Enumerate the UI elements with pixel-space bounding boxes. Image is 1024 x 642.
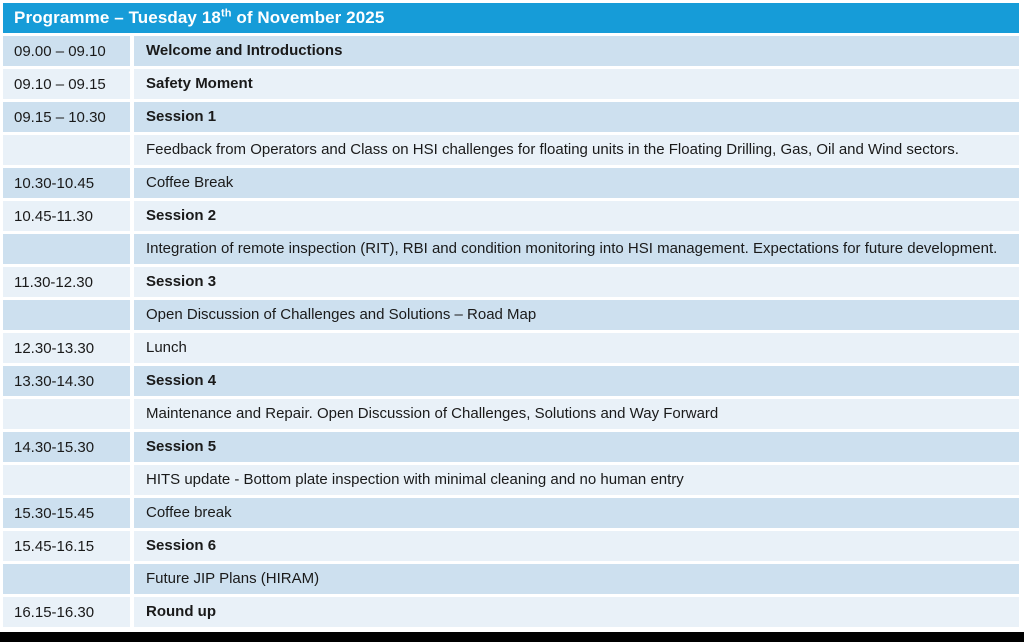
time-cell: 09.10 – 09.15 <box>3 69 130 99</box>
table-header: Programme – Tuesday 18th of November 202… <box>3 3 1019 33</box>
time-cell: 10.30-10.45 <box>3 168 130 198</box>
time-cell: 15.45-16.15 <box>3 531 130 561</box>
description-cell: Feedback from Operators and Class on HSI… <box>134 135 1019 165</box>
description-cell: Welcome and Introductions <box>134 36 1019 66</box>
time-cell: 09.00 – 09.10 <box>3 36 130 66</box>
description-cell: Session 2 <box>134 201 1019 231</box>
description-cell: Safety Moment <box>134 69 1019 99</box>
table-row: 09.00 – 09.10 Welcome and Introductions <box>3 36 1019 66</box>
description-cell: Session 5 <box>134 432 1019 462</box>
time-cell <box>3 399 130 429</box>
table-row: Open Discussion of Challenges and Soluti… <box>3 300 1019 330</box>
description-cell: Session 6 <box>134 531 1019 561</box>
page-title-prefix: Programme – Tuesday 18 <box>14 8 221 27</box>
table-row: HITS update - Bottom plate inspection wi… <box>3 465 1019 495</box>
table-row: 15.30-15.45 Coffee break <box>3 498 1019 528</box>
description-cell: HITS update - Bottom plate inspection wi… <box>134 465 1019 495</box>
description-cell: Coffee break <box>134 498 1019 528</box>
table-row: 14.30-15.30 Session 5 <box>3 432 1019 462</box>
time-cell <box>3 564 130 594</box>
time-cell <box>3 135 130 165</box>
time-cell <box>3 465 130 495</box>
time-cell <box>3 234 130 264</box>
table-row: 11.30-12.30 Session 3 <box>3 267 1019 297</box>
description-cell: Open Discussion of Challenges and Soluti… <box>134 300 1019 330</box>
table-row: 09.15 – 10.30 Session 1 <box>3 102 1019 132</box>
table-row: 10.30-10.45 Coffee Break <box>3 168 1019 198</box>
time-cell: 13.30-14.30 <box>3 366 130 396</box>
table-row: 10.45-11.30 Session 2 <box>3 201 1019 231</box>
time-cell: 09.15 – 10.30 <box>3 102 130 132</box>
description-cell: Future JIP Plans (HIRAM) <box>134 564 1019 594</box>
description-cell: Session 3 <box>134 267 1019 297</box>
time-cell: 12.30-13.30 <box>3 333 130 363</box>
programme-table: 09.00 – 09.10 Welcome and Introductions … <box>3 36 1019 627</box>
page-title: Programme – Tuesday 18th of November 202… <box>14 8 384 28</box>
description-cell: Session 1 <box>134 102 1019 132</box>
description-cell: Coffee Break <box>134 168 1019 198</box>
time-cell <box>3 300 130 330</box>
table-row: Integration of remote inspection (RIT), … <box>3 234 1019 264</box>
description-cell: Integration of remote inspection (RIT), … <box>134 234 1019 264</box>
slide-bottom-edge <box>0 632 1024 642</box>
table-row: 13.30-14.30 Session 4 <box>3 366 1019 396</box>
table-row: Feedback from Operators and Class on HSI… <box>3 135 1019 165</box>
page-title-superscript: th <box>220 7 232 20</box>
table-row: 12.30-13.30 Lunch <box>3 333 1019 363</box>
description-cell: Maintenance and Repair. Open Discussion … <box>134 399 1019 429</box>
table-row: 15.45-16.15 Session 6 <box>3 531 1019 561</box>
description-cell: Lunch <box>134 333 1019 363</box>
time-cell: 10.45-11.30 <box>3 201 130 231</box>
time-cell: 16.15-16.30 <box>3 597 130 627</box>
description-cell: Session 4 <box>134 366 1019 396</box>
description-cell: Round up <box>134 597 1019 627</box>
table-row: Future JIP Plans (HIRAM) <box>3 564 1019 594</box>
table-row: 09.10 – 09.15 Safety Moment <box>3 69 1019 99</box>
table-row: 16.15-16.30 Round up <box>3 597 1019 627</box>
table-row: Maintenance and Repair. Open Discussion … <box>3 399 1019 429</box>
time-cell: 15.30-15.45 <box>3 498 130 528</box>
time-cell: 14.30-15.30 <box>3 432 130 462</box>
page-title-suffix: of November 2025 <box>231 8 385 27</box>
time-cell: 11.30-12.30 <box>3 267 130 297</box>
